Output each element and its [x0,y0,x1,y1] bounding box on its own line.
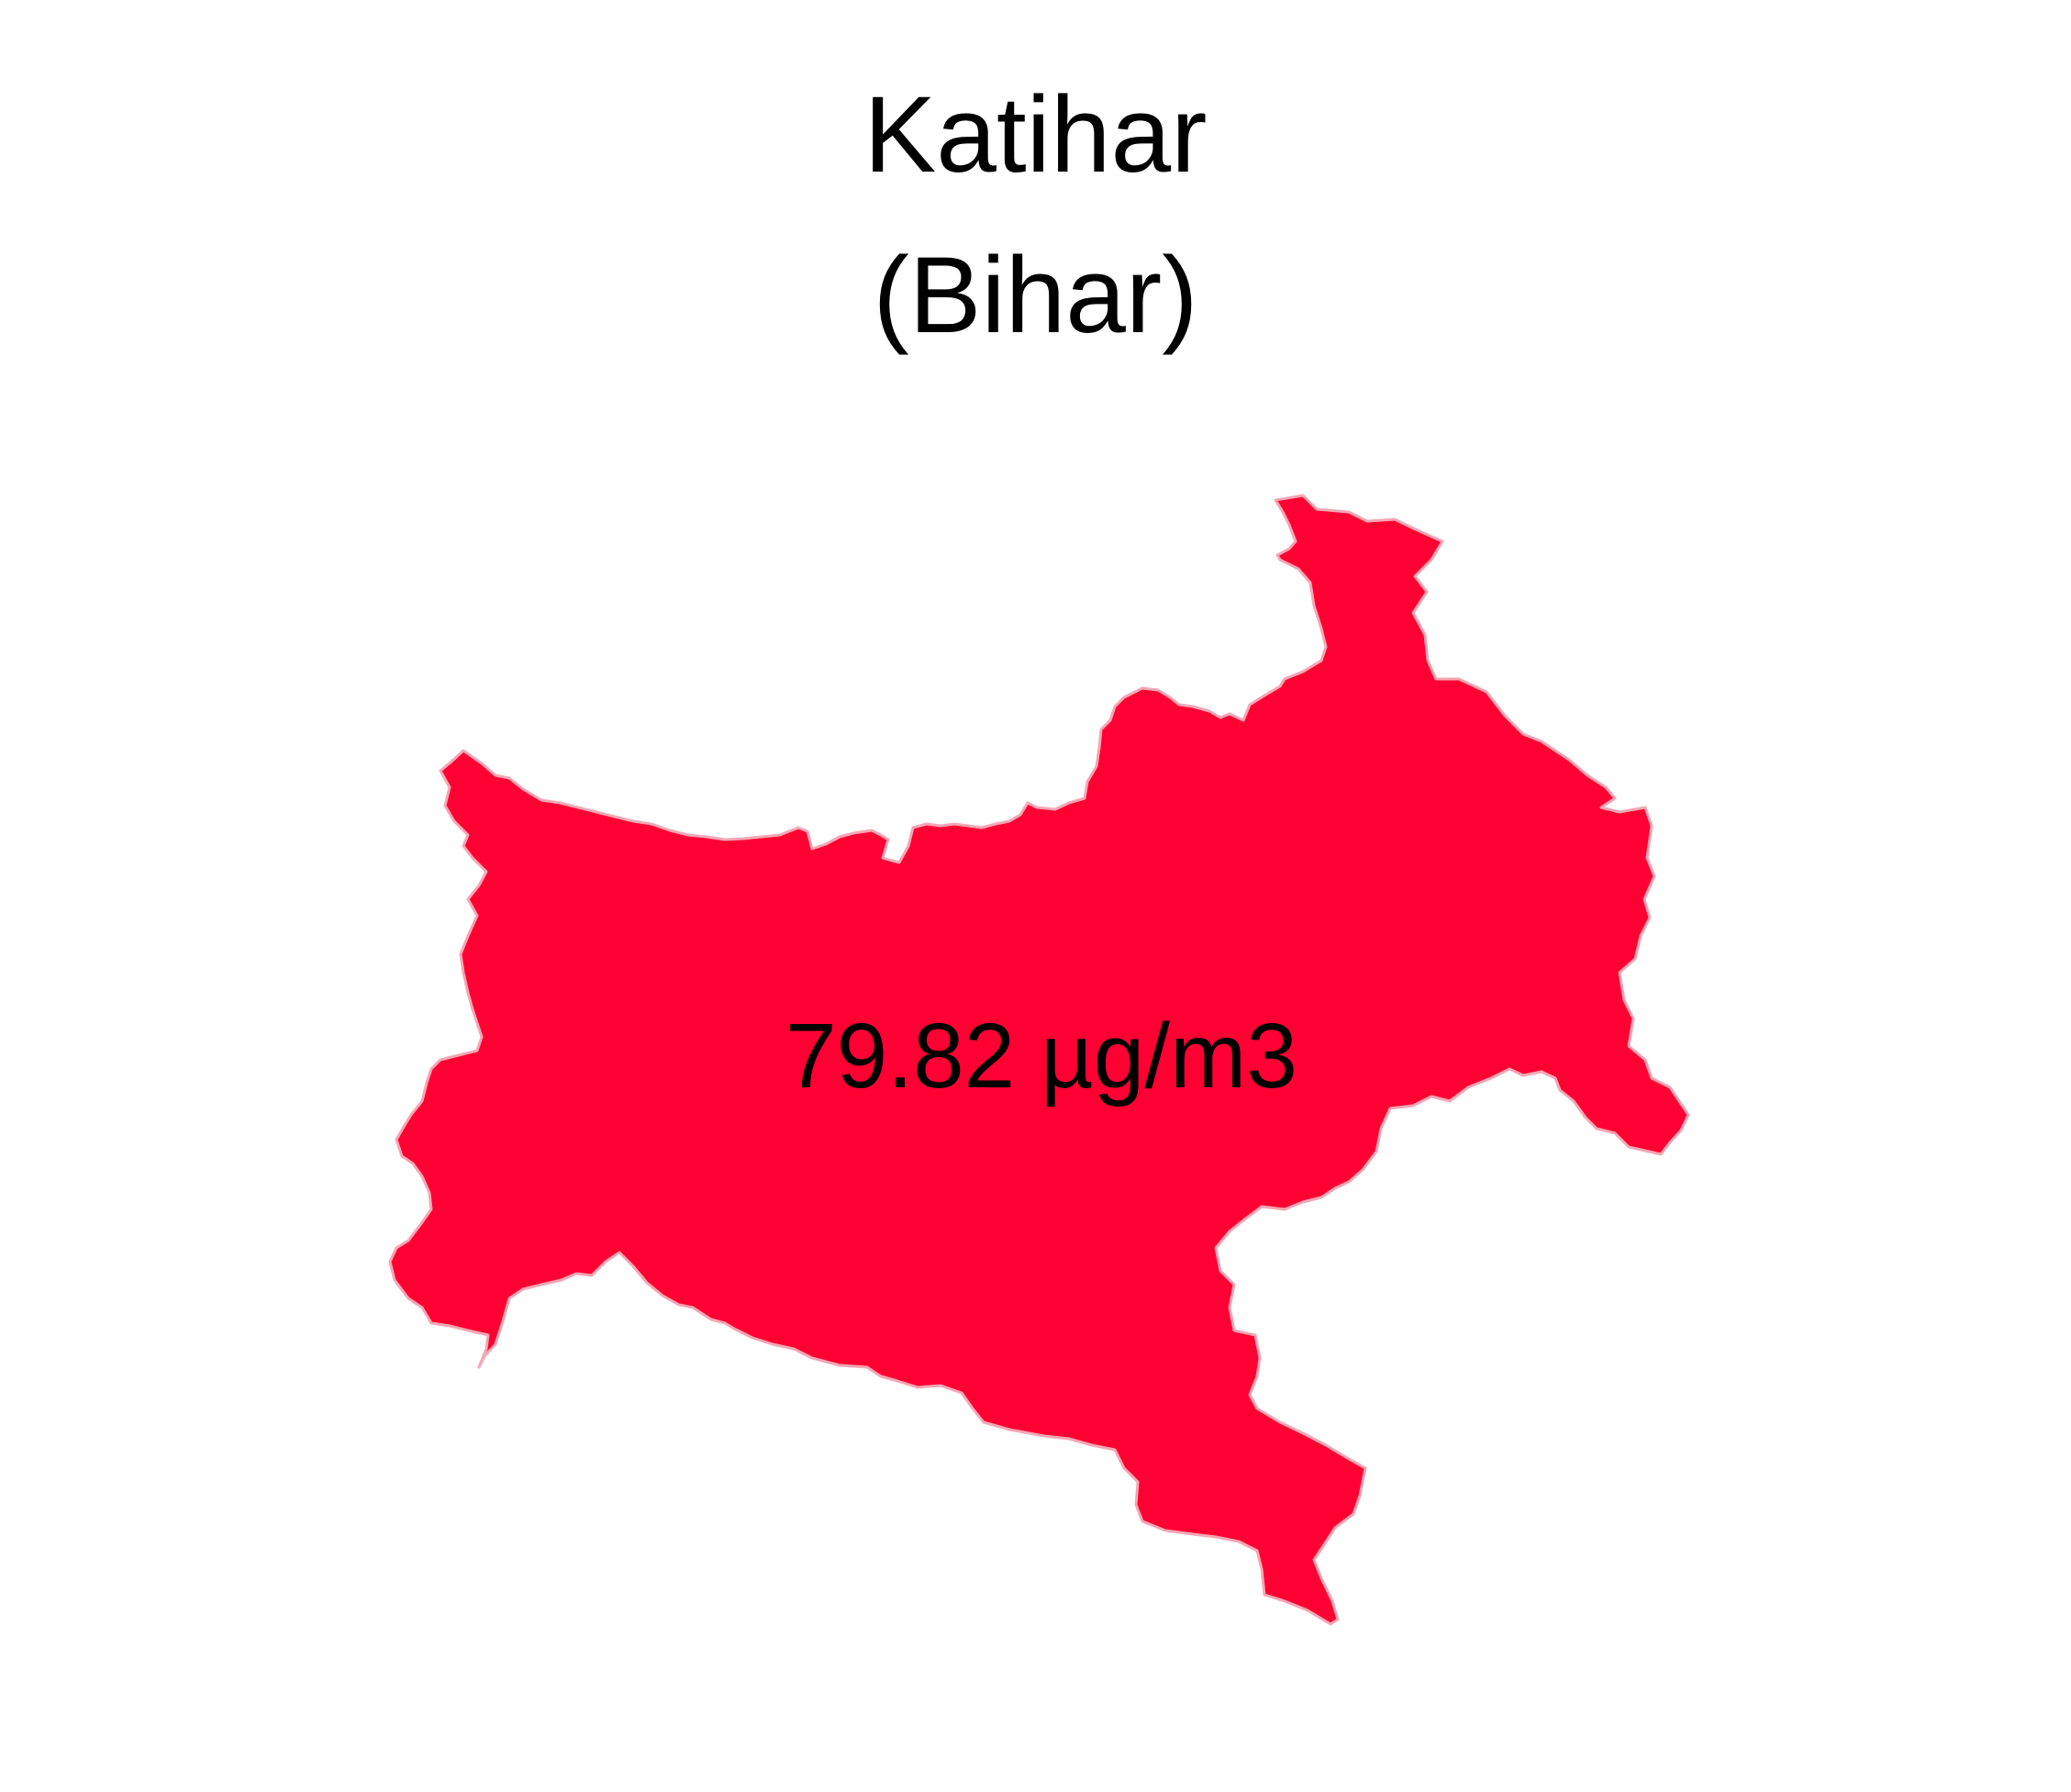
district-shape [388,494,1690,1626]
map-title: Katihar (Bihar) [0,55,2071,376]
district-name: Katihar [863,74,1208,195]
pollution-value-label: 79.82 µg/m3 [785,1005,1297,1107]
state-name: (Bihar) [873,235,1198,356]
